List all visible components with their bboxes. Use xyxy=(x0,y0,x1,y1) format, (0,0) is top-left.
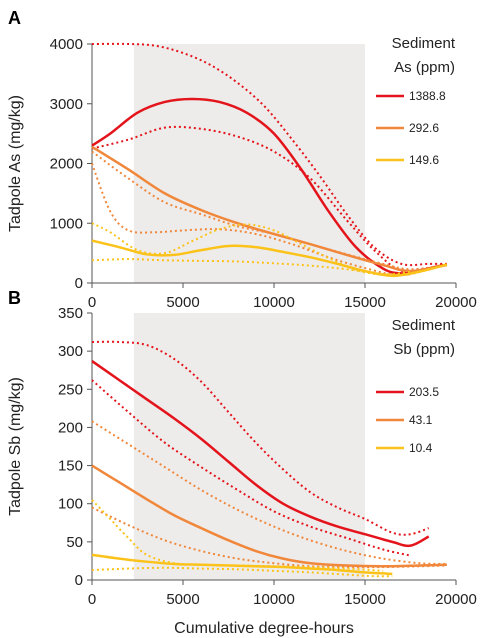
y-tick-label: 150 xyxy=(58,458,83,475)
y-tick-label: 300 xyxy=(58,343,83,360)
legend-entry-label: 10.4 xyxy=(409,441,433,455)
y-tick-label: 350 xyxy=(58,305,83,322)
legend-entry-label: 292.6 xyxy=(409,121,439,135)
x-tick-label: 0 xyxy=(88,591,96,608)
shaded-region xyxy=(133,44,365,283)
x-tick-label: 5000 xyxy=(166,591,199,608)
series-lower-bound-line xyxy=(91,506,447,569)
y-tick-label: 250 xyxy=(58,381,83,398)
panel-letter: A xyxy=(8,8,21,28)
y-axis-title: Tadpole Sb (mg/kg) xyxy=(7,377,24,516)
legend: Sediment Sb (ppm) 203.5 43.1 10.4 xyxy=(376,317,456,455)
legend-title-line2: As (ppm) xyxy=(394,59,455,76)
legend: Sediment As (ppm) 1388.8 292.6 149.6 xyxy=(376,35,456,167)
panel-a: 0 1000 2000 3000 4000 0 5000 10000 15000 20000 Sed… xyxy=(7,8,477,311)
series-10.4 xyxy=(91,499,393,578)
y-tick-label: 1000 xyxy=(50,215,83,232)
shaded-region xyxy=(133,313,365,580)
series-upper-bound-line xyxy=(91,420,447,565)
legend-entry-label: 1388.8 xyxy=(409,89,446,103)
series-lower-bound-line xyxy=(91,163,439,277)
y-tick-label: 100 xyxy=(58,496,83,513)
x-tick-label: 0 xyxy=(88,294,96,311)
legend-entry-label: 149.6 xyxy=(409,153,439,167)
series-1388.8 xyxy=(91,42,448,275)
y-tick-label: 3000 xyxy=(50,96,83,113)
x-tick-label: 20000 xyxy=(435,591,477,608)
y-tick-label: 2000 xyxy=(50,156,83,173)
series-lower-bound-line xyxy=(91,125,448,273)
legend-entry-label: 43.1 xyxy=(409,413,433,427)
panel-b: 0 50 100 150 200 250 300 350 0 5000 10000 15000 2000… xyxy=(7,288,477,637)
series-292.6 xyxy=(91,145,448,277)
x-axis-title: Cumulative degree-hours xyxy=(174,620,354,637)
x-tick-label: 15000 xyxy=(344,591,386,608)
panel-letter: B xyxy=(8,288,21,308)
x-tick-label: 10000 xyxy=(253,294,295,311)
y-tick-label: 0 xyxy=(75,572,83,589)
series-upper-bound-line xyxy=(91,150,448,271)
series-149.6 xyxy=(91,222,448,278)
series-fit-line xyxy=(91,553,393,576)
series-fit-line xyxy=(91,360,430,548)
x-tick-label: 20000 xyxy=(435,294,477,311)
series-43.1 xyxy=(91,420,447,569)
y-tick-label: 200 xyxy=(58,419,83,436)
series-fit-line xyxy=(91,97,444,275)
series-fit-line xyxy=(91,239,448,278)
x-tick-label: 5000 xyxy=(166,294,199,311)
series-fit-line xyxy=(91,464,447,568)
series-upper-bound-line xyxy=(91,42,447,267)
series-upper-bound-line xyxy=(91,499,384,572)
x-tick-label: 10000 xyxy=(253,591,295,608)
x-tick-label: 15000 xyxy=(344,294,386,311)
series-fit-line xyxy=(91,145,448,273)
series-203.5 xyxy=(91,340,430,557)
legend-title-line2: Sb (ppm) xyxy=(393,341,455,358)
y-axis-title: Tadpole As (mg/kg) xyxy=(7,95,24,232)
y-tick-label: 0 xyxy=(75,275,83,292)
y-tick-label: 50 xyxy=(66,534,83,551)
legend-entry-label: 203.5 xyxy=(409,385,439,399)
series-upper-bound-line xyxy=(91,340,430,536)
y-tick-label: 4000 xyxy=(50,36,83,53)
legend-title-line1: Sediment xyxy=(392,317,456,334)
legend-title-line1: Sediment xyxy=(392,35,456,52)
